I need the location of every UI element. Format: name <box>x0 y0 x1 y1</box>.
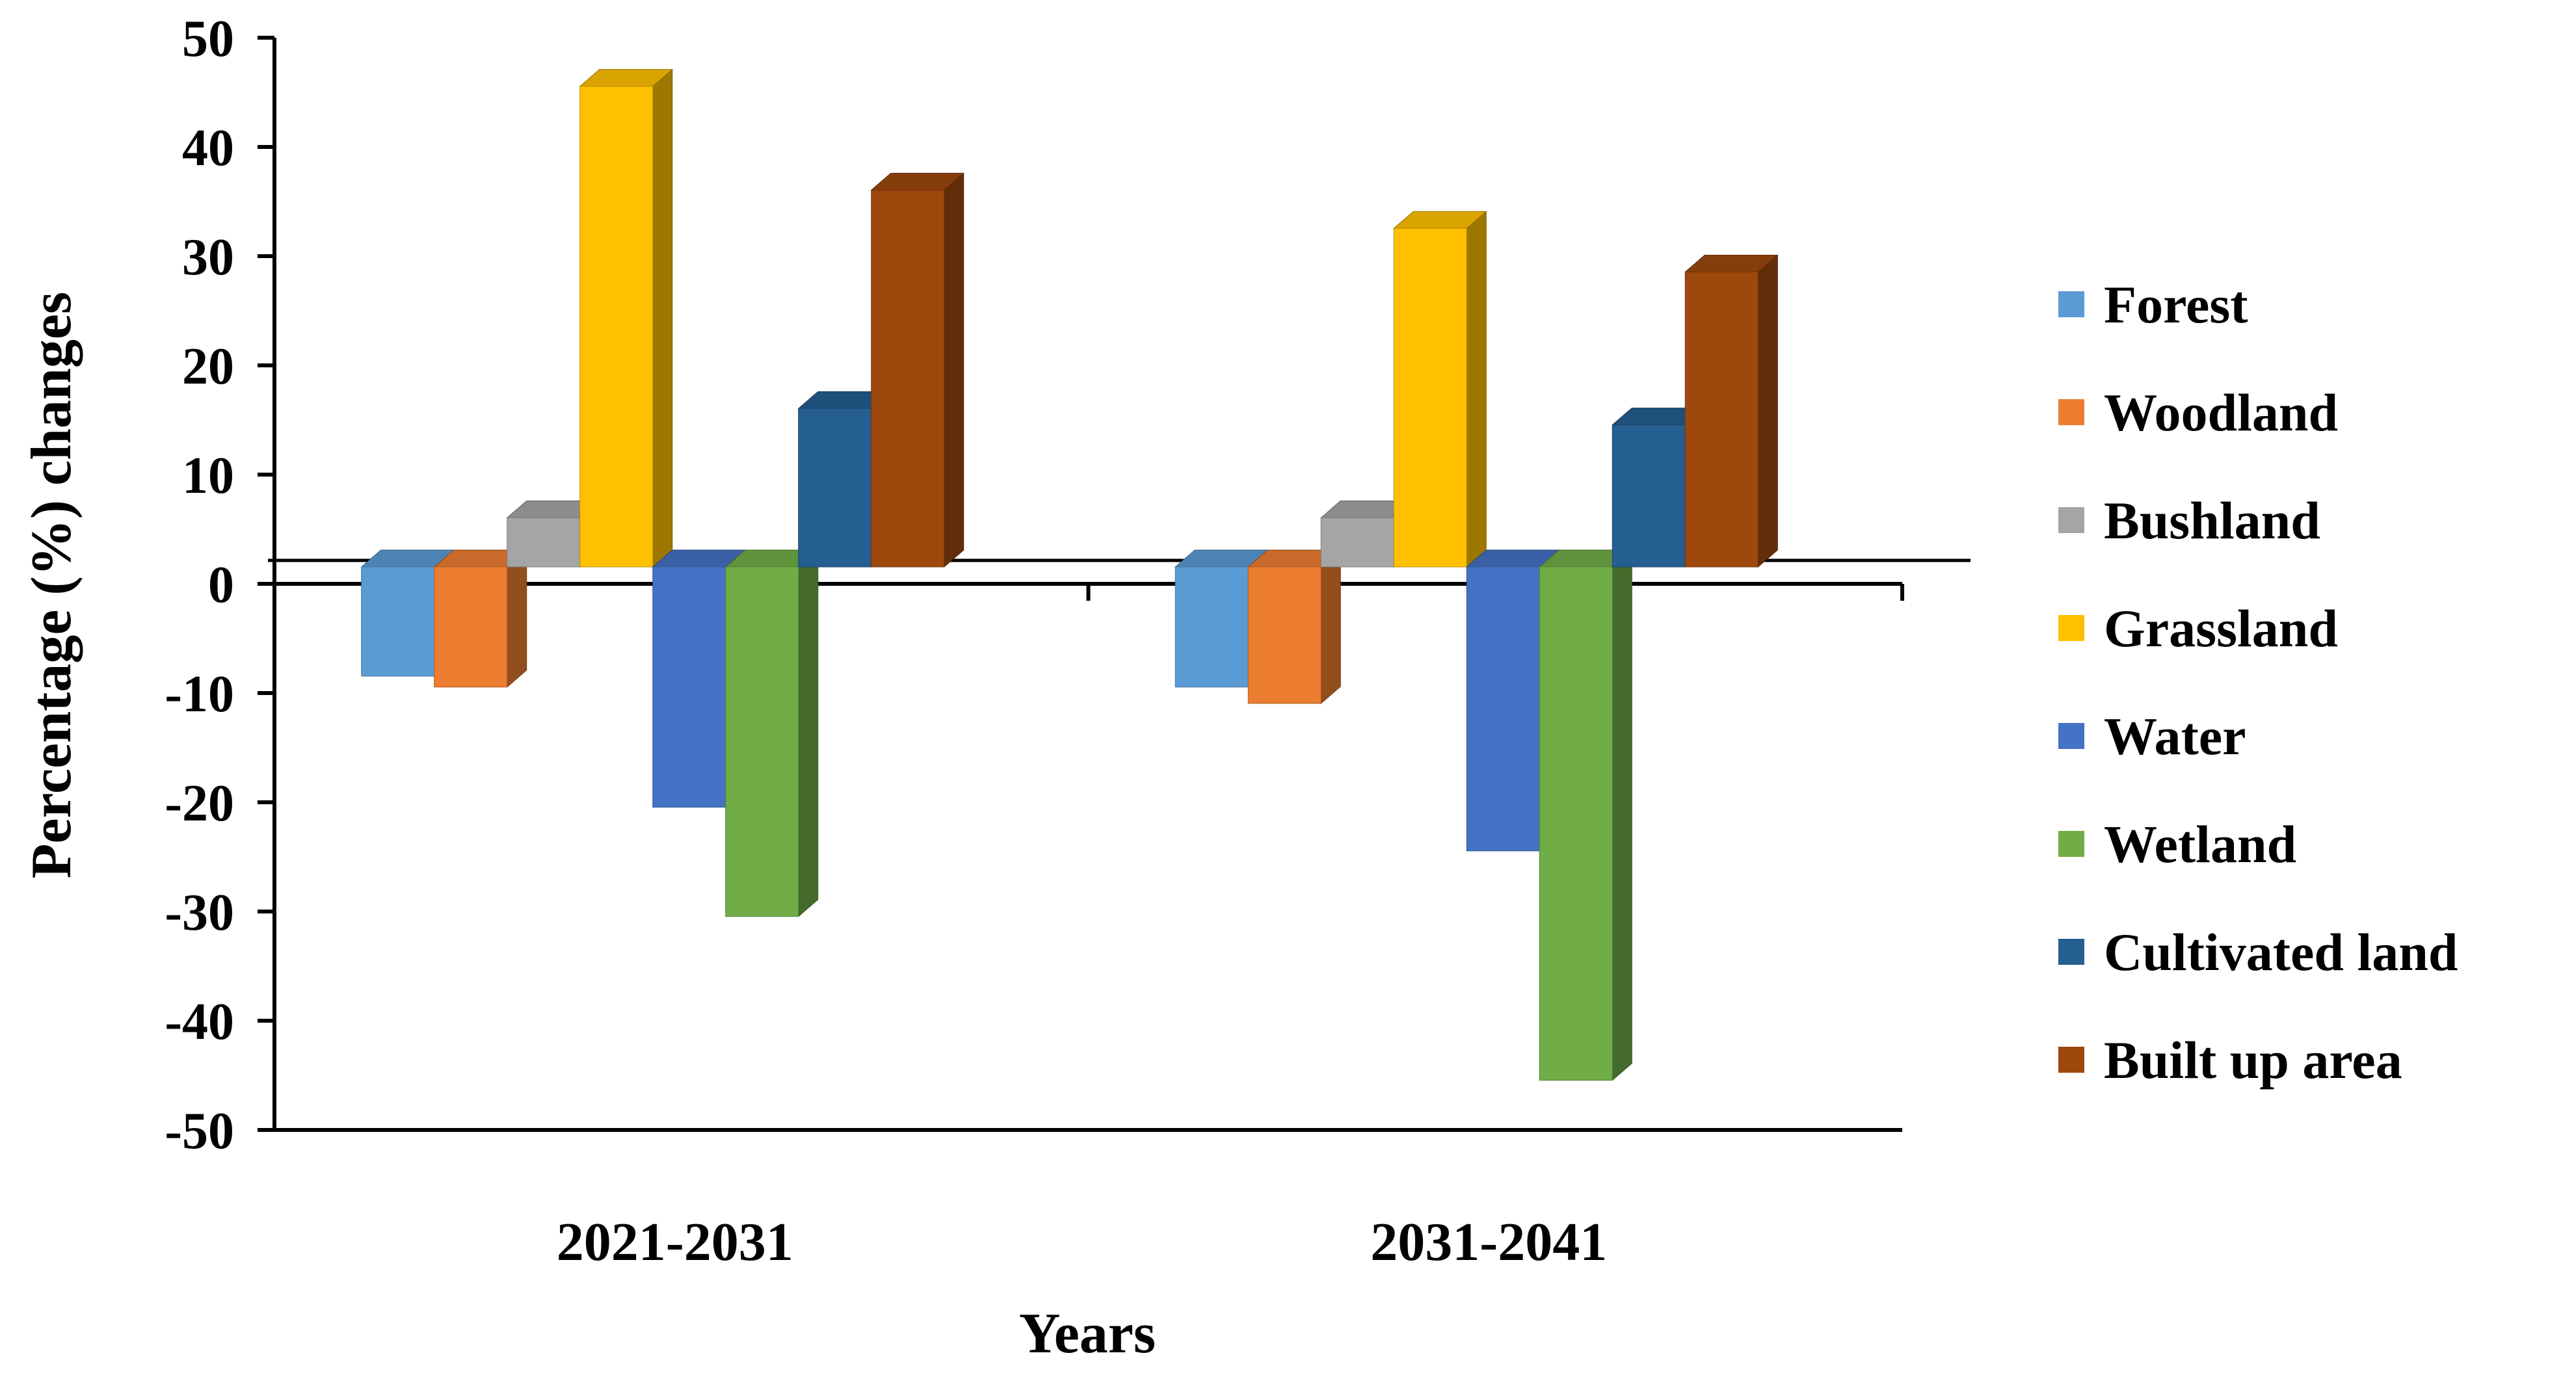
y-tick-labels: 50 40 30 20 10 0 -10 -20 -30 -40 -50 <box>165 10 234 1160</box>
bar-side-face <box>1757 254 1778 568</box>
x-category-label: 2021-2031 <box>557 1212 793 1272</box>
bar-front-face <box>725 566 799 917</box>
x-axis-title: Years <box>1019 1302 1156 1365</box>
bar-front-face <box>434 566 508 688</box>
legend-item: Woodland <box>2058 383 2338 442</box>
bar-grassland-2031-2041 <box>1392 211 1487 568</box>
legend-item: Wetland <box>2058 815 2296 874</box>
legend-swatch <box>2058 291 2084 317</box>
y-tick-label: -10 <box>165 666 234 723</box>
bar-front-face <box>1175 566 1249 688</box>
bar-wetland-2021-2031 <box>724 549 819 917</box>
bar-front-face <box>798 408 872 568</box>
bar-side-face <box>1612 549 1632 1081</box>
legend-swatch <box>2058 723 2084 749</box>
bar-front-face <box>1320 517 1394 568</box>
legend-item: Water <box>2058 707 2246 766</box>
legend-swatch <box>2058 831 2084 857</box>
bars <box>360 68 1779 1081</box>
legend: Forest Woodland Bushland Grassland Water Wetl… <box>2058 275 2458 1090</box>
bar-front-face <box>1247 566 1321 704</box>
legend-label: Cultivated land <box>2104 923 2458 982</box>
bar-woodland-2021-2031 <box>433 549 528 688</box>
bar-front-face <box>652 566 726 808</box>
bar-front-face <box>1539 566 1613 1081</box>
bar-front-face <box>507 517 581 568</box>
y-tick-label: 30 <box>182 229 234 286</box>
bar-front-face <box>1393 228 1467 568</box>
bar-side-face <box>1466 211 1487 568</box>
bar-side-face <box>1320 549 1341 705</box>
y-tick-label: 20 <box>182 338 234 395</box>
legend-item: Built up area <box>2058 1030 2402 1090</box>
bar-front-face <box>1684 271 1759 568</box>
y-tick-label: -40 <box>165 993 234 1051</box>
legend-swatch <box>2058 507 2084 533</box>
y-tick-label: 10 <box>182 447 234 505</box>
bar-grassland-2021-2031 <box>579 68 674 568</box>
y-axis-title: Percentage (%) changes <box>20 292 83 879</box>
legend-label: Wetland <box>2104 815 2296 874</box>
legend-swatch <box>2058 939 2084 965</box>
bar-front-face <box>579 86 654 568</box>
bar-front-face <box>361 566 435 677</box>
x-category-labels: 2021-2031 2031-2041 <box>557 1212 1607 1272</box>
y-tick-label: 50 <box>182 10 234 68</box>
y-tick-label: 40 <box>182 120 234 177</box>
bar-front-face <box>871 189 945 568</box>
x-category-label: 2031-2041 <box>1370 1212 1607 1272</box>
legend-item: Grassland <box>2058 599 2338 658</box>
bar-side-face <box>652 68 673 568</box>
bar-front-face <box>1466 566 1540 852</box>
bar-side-face <box>507 549 527 688</box>
bar-built-up-area-2031-2041 <box>1684 254 1779 568</box>
y-tick-label: -20 <box>165 775 234 832</box>
legend-label: Woodland <box>2104 383 2338 442</box>
y-tick-label: 0 <box>208 557 234 614</box>
bar-front-face <box>1612 425 1686 568</box>
bar-side-face <box>798 549 819 917</box>
legend-swatch <box>2058 399 2084 425</box>
legend-label: Built up area <box>2104 1030 2402 1090</box>
bar-woodland-2031-2041 <box>1247 549 1342 705</box>
legend-item: Cultivated land <box>2058 923 2458 982</box>
legend-swatch <box>2058 1047 2084 1073</box>
legend-label: Grassland <box>2104 599 2338 658</box>
legend-item: Forest <box>2058 275 2248 334</box>
legend-swatch <box>2058 615 2084 641</box>
bar-side-face <box>944 172 964 568</box>
legend-item: Bushland <box>2058 491 2320 550</box>
bar-wetland-2031-2041 <box>1538 549 1633 1081</box>
legend-label: Water <box>2104 707 2246 766</box>
y-tick-label: -30 <box>165 884 234 941</box>
legend-label: Forest <box>2104 275 2248 334</box>
legend-label: Bushland <box>2104 491 2320 550</box>
y-tick-label: -50 <box>165 1103 234 1160</box>
bar-built-up-area-2021-2031 <box>870 172 965 568</box>
